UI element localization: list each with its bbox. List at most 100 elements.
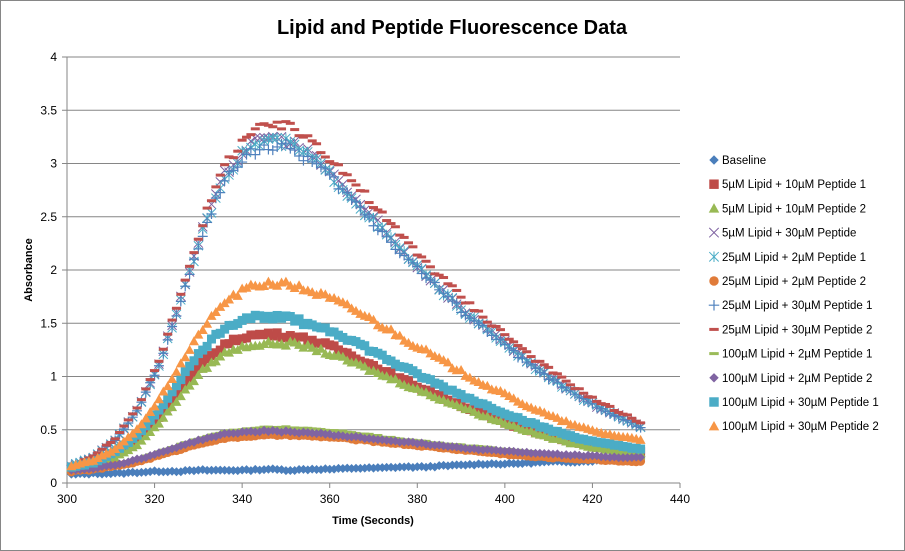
data-point	[185, 361, 195, 371]
data-point	[188, 376, 199, 386]
data-point	[215, 173, 225, 177]
data-point	[548, 375, 559, 386]
legend-label: 25µM Lipid + 2µM Peptide 2	[722, 276, 866, 288]
legend-label: 5µM Lipid + 10µM Peptide 1	[722, 179, 866, 191]
data-point	[390, 225, 400, 229]
data-point	[202, 341, 212, 351]
data-point	[268, 125, 278, 129]
data-point	[277, 127, 287, 131]
data-point	[360, 189, 370, 193]
legend-item: 100µM Lipid + 2µM Peptide 1	[709, 349, 872, 361]
data-point	[123, 445, 134, 455]
legend-marker	[709, 276, 719, 286]
data-point	[167, 387, 177, 397]
y-tick-label: 0.5	[40, 423, 57, 437]
data-point	[443, 282, 453, 286]
data-point	[259, 338, 270, 348]
data-point	[539, 363, 549, 367]
data-point	[140, 413, 151, 423]
data-point	[355, 202, 366, 213]
legend-marker	[708, 420, 720, 431]
data-point	[101, 443, 111, 447]
data-point	[464, 313, 475, 324]
data-point	[377, 210, 387, 214]
data-point	[465, 301, 475, 305]
data-point	[530, 363, 541, 374]
data-point	[250, 127, 260, 131]
data-point	[259, 140, 270, 151]
y-tick-label: 1.5	[40, 316, 57, 330]
data-point	[447, 284, 457, 288]
data-point	[517, 347, 527, 351]
data-point	[185, 264, 195, 268]
data-point	[171, 306, 181, 310]
data-point	[215, 187, 226, 198]
legend-marker	[709, 373, 719, 383]
data-point	[324, 169, 335, 180]
data-point	[408, 245, 418, 249]
data-point	[412, 253, 422, 257]
data-point	[394, 330, 405, 340]
data-point	[210, 306, 221, 316]
data-point	[132, 424, 143, 434]
data-point	[474, 309, 484, 313]
y-tick-label: 3	[50, 157, 57, 171]
legend-item: 100µM Lipid + 2µM Peptide 2	[709, 373, 872, 385]
legend-item: Baseline	[709, 155, 766, 167]
legend-label: 25µM Lipid + 2µM Peptide 1	[722, 252, 866, 264]
data-point	[115, 431, 125, 435]
data-point	[373, 208, 383, 212]
data-point	[601, 402, 611, 406]
data-point	[132, 430, 142, 440]
data-point	[579, 391, 589, 395]
data-point	[241, 149, 252, 160]
data-point	[232, 162, 243, 173]
data-point	[153, 394, 164, 404]
data-point	[526, 355, 536, 359]
data-point	[592, 399, 602, 403]
data-point	[106, 440, 116, 444]
data-point	[636, 452, 646, 462]
data-point	[381, 231, 392, 242]
data-point	[175, 296, 186, 307]
data-point	[307, 156, 318, 167]
data-point	[337, 351, 348, 361]
legend-label: 5µM Lipid + 10µM Peptide 2	[722, 203, 866, 215]
legend-marker	[708, 251, 720, 263]
data-point	[561, 379, 571, 383]
data-point	[150, 369, 160, 373]
data-point	[163, 332, 173, 336]
data-point	[439, 276, 449, 280]
x-tick-label: 420	[582, 492, 602, 506]
data-point	[486, 330, 497, 341]
data-point	[145, 378, 155, 382]
legend-label: 100µM Lipid + 2µM Peptide 2	[722, 373, 872, 385]
data-point	[171, 396, 182, 406]
data-point	[184, 344, 195, 354]
legend-marker	[709, 352, 719, 356]
data-point	[232, 290, 243, 300]
data-point	[92, 452, 103, 462]
data-point	[386, 368, 396, 378]
data-point	[285, 121, 295, 125]
x-tick-label: 440	[670, 492, 690, 506]
data-point	[153, 418, 164, 428]
data-point	[119, 458, 129, 468]
data-point	[246, 133, 256, 137]
data-point	[636, 421, 646, 425]
legend-item: 100µM Lipid + 30µM Peptide 1	[709, 397, 879, 409]
data-point	[359, 209, 370, 220]
y-tick-label: 3.5	[40, 103, 57, 117]
data-point	[175, 391, 186, 401]
data-point	[421, 273, 432, 284]
legend-marker	[709, 397, 719, 407]
series-layer	[66, 120, 646, 479]
data-point	[281, 120, 291, 124]
data-point	[478, 315, 488, 319]
data-point	[442, 357, 453, 367]
data-point	[368, 314, 379, 324]
data-point	[180, 278, 190, 282]
data-point	[254, 144, 265, 155]
data-point	[119, 468, 129, 478]
data-point	[347, 179, 357, 183]
